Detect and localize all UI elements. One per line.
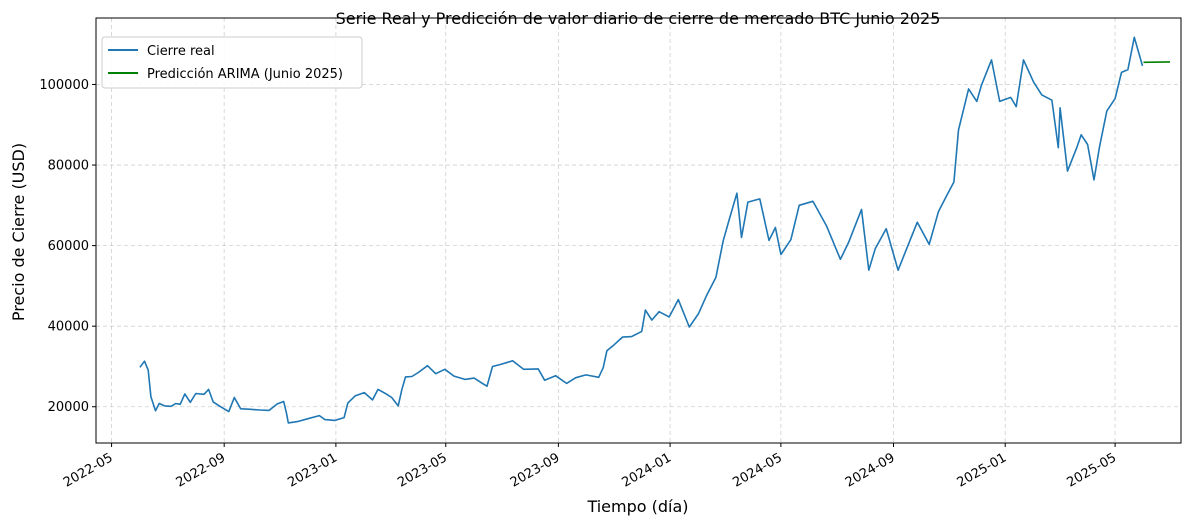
- y-tick-label: 100000: [39, 78, 89, 93]
- x-tick-label: 2023-05: [395, 450, 450, 490]
- y-tick-label: 80000: [48, 159, 89, 174]
- x-tick-label: 2025-05: [1065, 450, 1120, 490]
- x-tick-label: 2022-09: [174, 450, 229, 490]
- y-tick-label: 60000: [48, 239, 89, 254]
- x-tick-label: 2022-05: [61, 450, 116, 490]
- x-tick-label: 2025-01: [955, 450, 1010, 490]
- chart-title: Serie Real y Predicción de valor diario …: [336, 9, 941, 28]
- x-tick-label: 2024-01: [620, 450, 675, 490]
- x-tick-label: 2023-01: [285, 450, 340, 490]
- x-axis-ticks: 2022-05 2022-09 2023-01 2023-05 2023-09 2024-…: [61, 443, 1119, 491]
- series-line-real: [139, 36, 1144, 424]
- x-axis-title: Tiempo (día): [586, 497, 688, 516]
- legend: Cierre real Predicción ARIMA (Junio 2025…: [101, 36, 363, 89]
- plot-frame: [95, 17, 1182, 444]
- x-tick-label: 2024-05: [730, 450, 785, 490]
- y-axis-ticks: 20000 40000 60000 80000 100000: [39, 78, 96, 415]
- y-axis-title: Precio de Cierre (USD): [9, 143, 28, 321]
- y-tick-label: 20000: [48, 400, 89, 415]
- legend-label-real: Cierre real: [147, 44, 215, 59]
- x-tick-label: 2023-09: [508, 450, 563, 490]
- x-tick-label: 2024-09: [843, 450, 898, 490]
- grid: [96, 18, 1181, 443]
- legend-label-prediction: Predicción ARIMA (Junio 2025): [147, 67, 343, 82]
- y-tick-label: 40000: [48, 320, 89, 335]
- series-layer: [139, 36, 1171, 424]
- legend-box: [101, 36, 363, 89]
